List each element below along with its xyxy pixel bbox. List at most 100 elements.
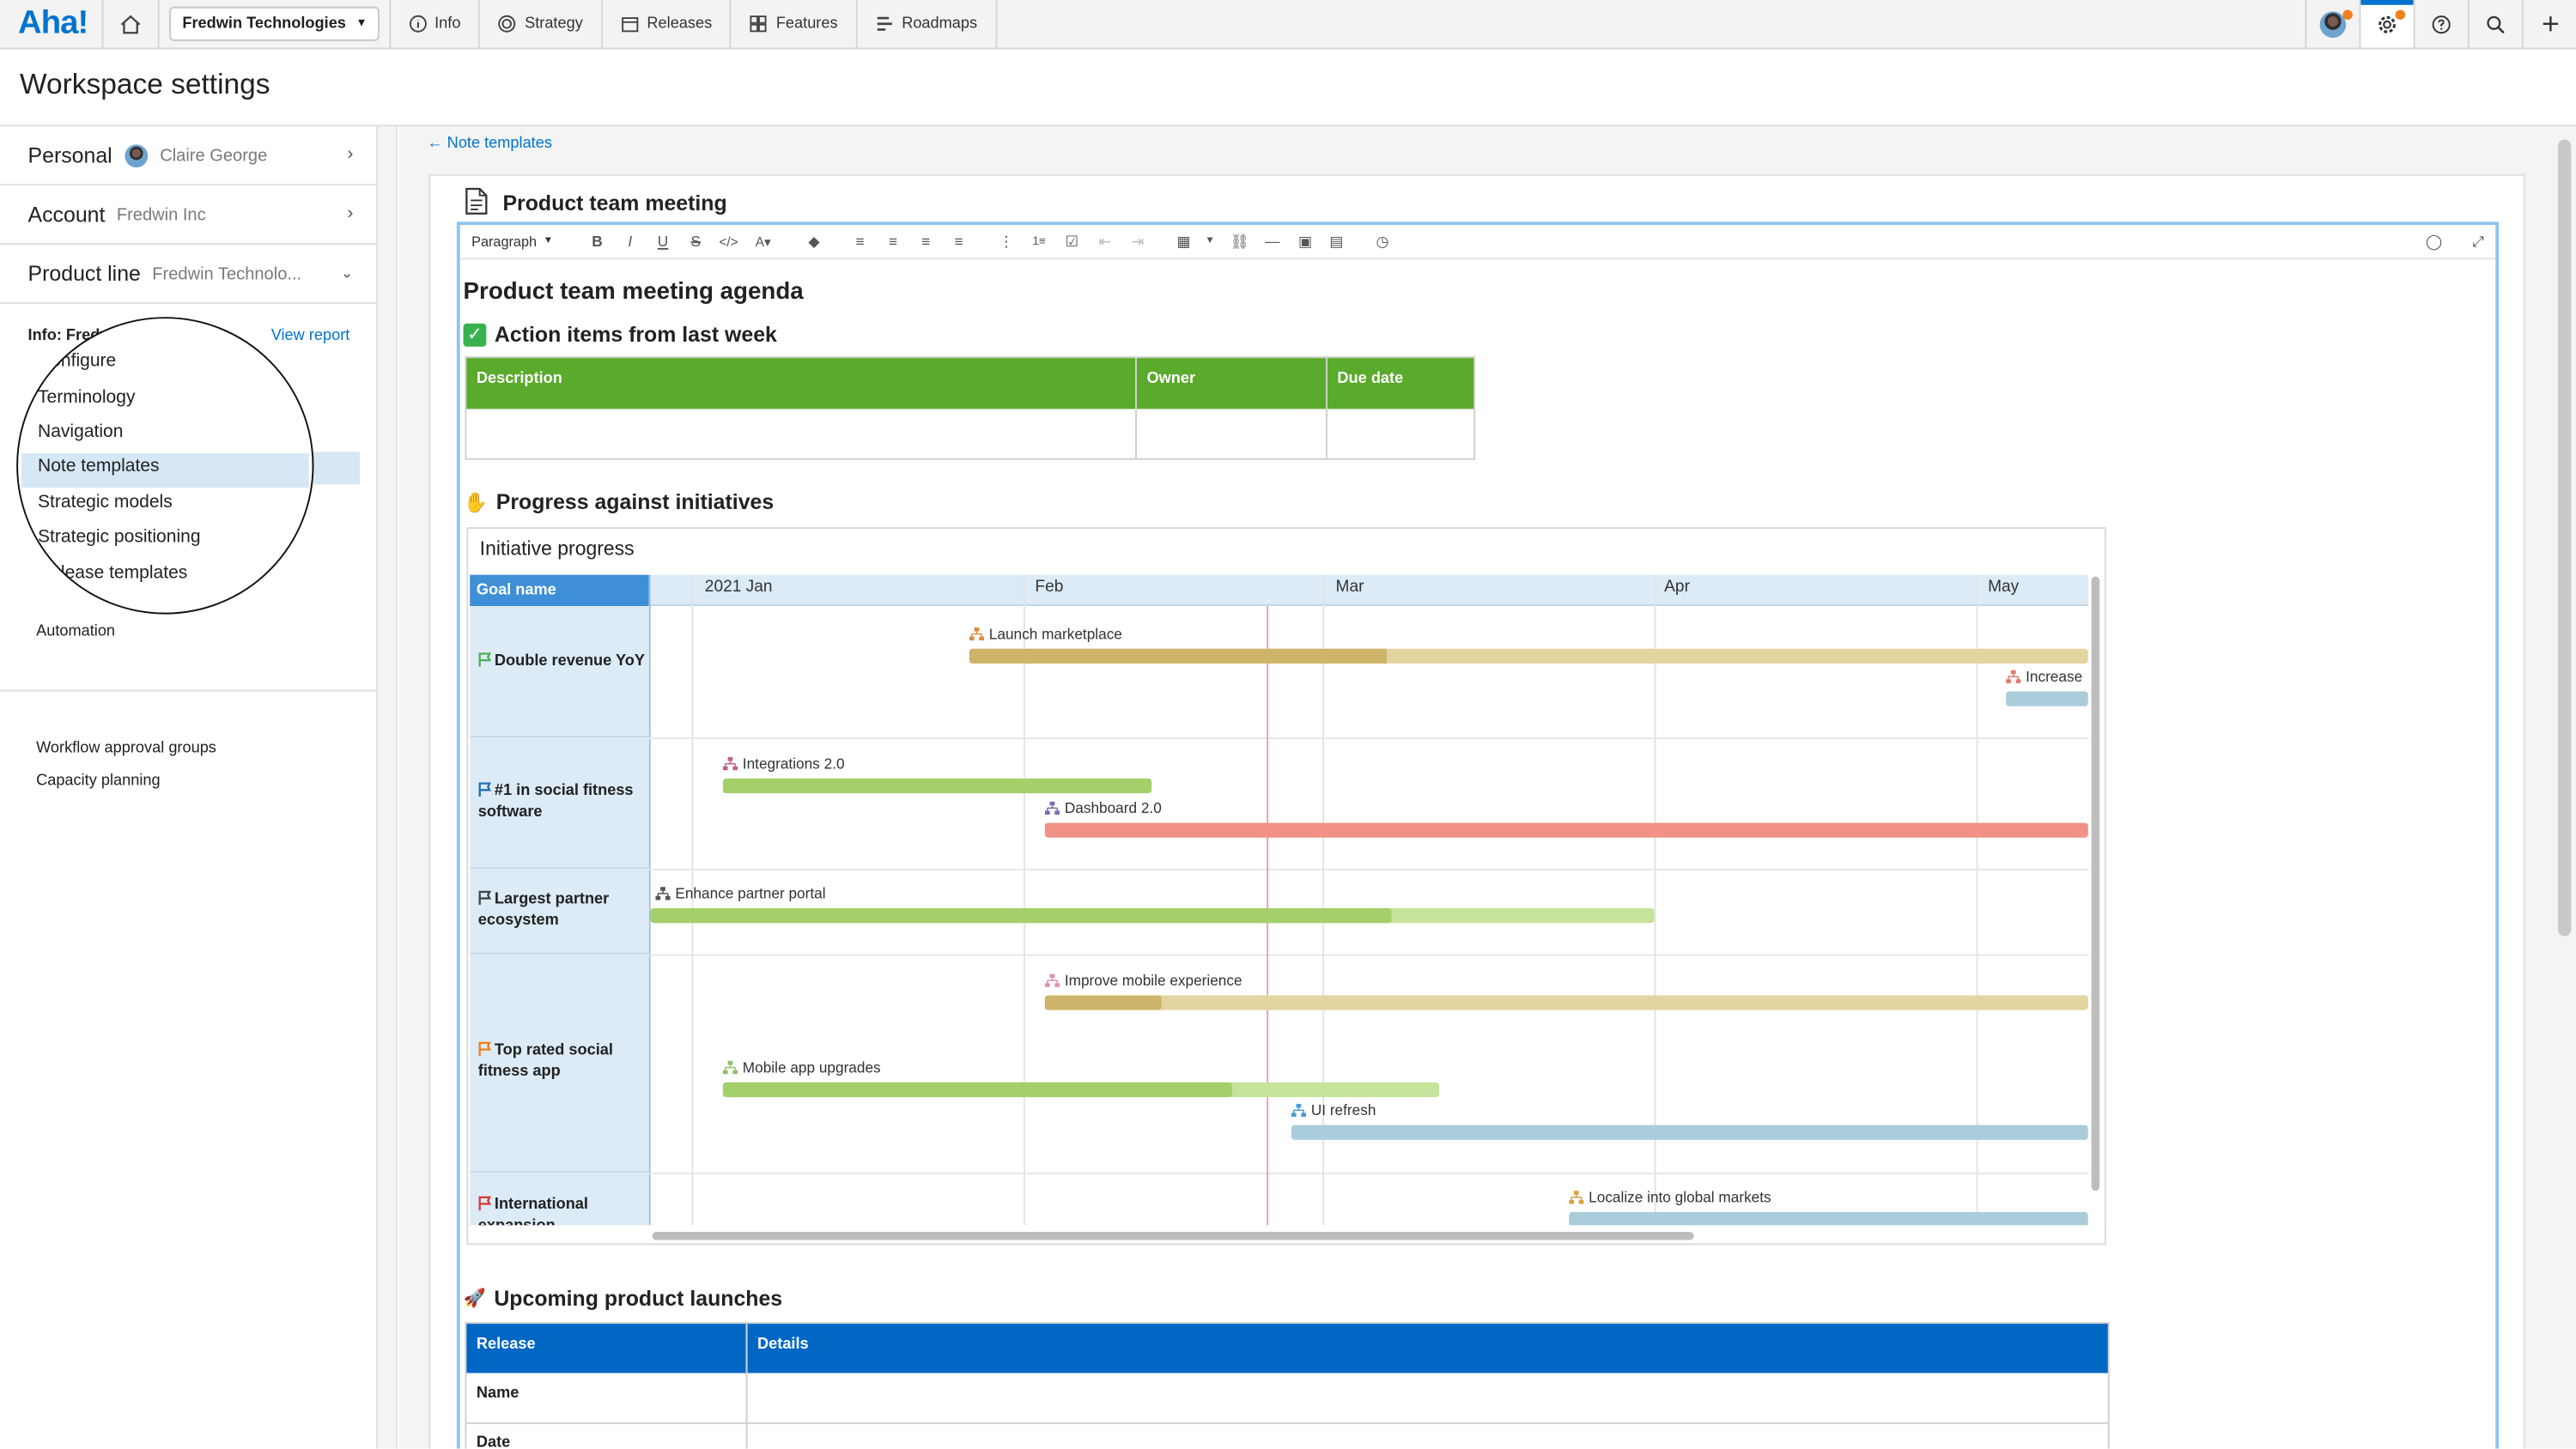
italic-icon[interactable]: I bbox=[628, 233, 633, 250]
add-button[interactable] bbox=[2521, 0, 2576, 48]
sidebar-item-note-templates[interactable]: Note templates bbox=[38, 456, 160, 476]
initiative-label: Improve mobile experience bbox=[1044, 973, 1242, 989]
horizontal-rule-icon[interactable]: — bbox=[1265, 233, 1280, 250]
link-icon[interactable]: ⛓ bbox=[1230, 233, 1249, 250]
history-icon[interactable]: ◷ bbox=[1376, 233, 1389, 250]
initiative-label-text: Mobile app upgrades bbox=[742, 1059, 881, 1076]
target-icon bbox=[499, 15, 516, 33]
flag-icon bbox=[478, 652, 492, 667]
initiative-progress bbox=[722, 1082, 1232, 1098]
nav-releases[interactable]: Releases bbox=[603, 0, 732, 48]
underline-icon[interactable]: U bbox=[657, 233, 669, 250]
initiative-bar[interactable] bbox=[1044, 995, 2088, 1010]
initiative-bar[interactable] bbox=[2006, 691, 2088, 706]
align-right-icon[interactable]: ≡ bbox=[921, 233, 931, 250]
initiative-bar[interactable] bbox=[1291, 1125, 2088, 1140]
magnifier-overlay: Configure Terminology Navigation Note te… bbox=[16, 317, 314, 615]
initiative-label-text: Dashboard 2.0 bbox=[1064, 799, 1162, 816]
code-icon[interactable]: </> bbox=[719, 234, 738, 250]
sidebar-personal[interactable]: Personal Claire George › bbox=[0, 126, 377, 186]
embed-icon[interactable]: ▤ bbox=[1329, 233, 1344, 250]
sidebar-account[interactable]: Account Fredwin Inc › bbox=[0, 185, 377, 246]
sidebar-item-strategic-models[interactable]: Strategic models bbox=[38, 492, 173, 512]
info-icon bbox=[409, 15, 426, 33]
row-divider bbox=[648, 1173, 2088, 1175]
sidebar-item-strategic-positioning[interactable]: Strategic positioning bbox=[38, 527, 201, 548]
user-avatar-button[interactable] bbox=[2305, 0, 2359, 48]
flag-icon bbox=[478, 782, 492, 797]
align-center-icon[interactable]: ≡ bbox=[888, 233, 897, 250]
goal-row-cell[interactable]: Top rated social fitness app bbox=[470, 954, 649, 1173]
sidebar-item-capacity-planning[interactable]: Capacity planning bbox=[36, 772, 161, 791]
roadmap-vertical-scrollbar[interactable] bbox=[2091, 576, 2100, 1191]
settings-button[interactable] bbox=[2359, 0, 2414, 48]
help-button[interactable] bbox=[2413, 0, 2468, 48]
paragraph-style-select[interactable]: Paragraph ▼ bbox=[471, 233, 553, 250]
sidebar-item-configure[interactable]: Configure bbox=[38, 351, 117, 372]
table-header-release: Release bbox=[466, 1324, 746, 1373]
text-color-icon[interactable]: A▾ bbox=[755, 234, 771, 250]
table-header-description: Description bbox=[466, 358, 1136, 409]
align-left-icon[interactable]: ≡ bbox=[855, 233, 865, 250]
sidebar-item-terminology[interactable]: Terminology bbox=[38, 387, 136, 408]
sidebar-item-workflow-approval-groups[interactable]: Workflow approval groups bbox=[36, 738, 216, 758]
roadmap-title: Initiative progress bbox=[479, 537, 635, 561]
hierarchy-icon bbox=[1291, 1103, 1307, 1118]
caret-down-icon[interactable]: ▼ bbox=[1205, 236, 1215, 246]
goal-row-cell[interactable]: #1 in social fitness software bbox=[470, 737, 649, 870]
initiative-label-text: Localize into global markets bbox=[1589, 1189, 1771, 1206]
eraser-icon[interactable]: ◆ bbox=[808, 233, 820, 250]
initiative-bar[interactable] bbox=[722, 778, 1152, 794]
goal-row-cell[interactable]: Double revenue YoY bbox=[470, 606, 649, 738]
breadcrumb[interactable]: ← Note templates bbox=[427, 135, 552, 153]
table-row-date: Date bbox=[476, 1434, 511, 1449]
image-icon[interactable]: ▣ bbox=[1297, 233, 1313, 250]
indent-icon[interactable]: ⇥ bbox=[1131, 233, 1145, 250]
bullet-list-icon[interactable]: ⋮ bbox=[999, 233, 1014, 250]
initiative-bar[interactable] bbox=[1569, 1212, 2088, 1228]
month-label: 2021 Jan bbox=[704, 578, 773, 597]
month-label: May bbox=[1988, 578, 2020, 597]
initiative-progress bbox=[1044, 995, 1162, 1010]
checklist-icon[interactable]: ☑ bbox=[1065, 233, 1079, 250]
aha-logo[interactable]: Aha! bbox=[0, 0, 104, 48]
goal-name: Top rated social fitness app bbox=[478, 1040, 649, 1082]
search-button[interactable] bbox=[2467, 0, 2522, 48]
nav-roadmaps-label: Roadmaps bbox=[902, 15, 978, 33]
expand-icon[interactable]: ⤢ bbox=[2472, 233, 2485, 250]
nav-roadmaps[interactable]: Roadmaps bbox=[858, 0, 998, 48]
initiative-bar[interactable] bbox=[1044, 822, 2088, 838]
roadmap-horizontal-scrollbar[interactable] bbox=[652, 1231, 1694, 1240]
align-justify-icon[interactable]: ≡ bbox=[954, 233, 963, 250]
comment-icon[interactable]: ◯ bbox=[2425, 233, 2443, 250]
workspace-select[interactable]: Fredwin Technologies ▼ bbox=[169, 6, 380, 41]
outdent-icon[interactable]: ⇤ bbox=[1098, 233, 1111, 250]
goal-column-divider bbox=[648, 574, 651, 1226]
strikethrough-icon[interactable]: S bbox=[690, 233, 702, 250]
sidebar-product-line[interactable]: Product line Fredwin Technolo... ⌄ bbox=[0, 245, 377, 304]
settings-notification-dot bbox=[2395, 9, 2406, 20]
goal-row-cell[interactable]: Largest partner ecosystem bbox=[470, 869, 649, 955]
view-report-link[interactable]: View report bbox=[270, 326, 350, 345]
sidebar-product-line-value: Fredwin Technolo... bbox=[152, 264, 302, 284]
numbered-list-icon[interactable]: 1≡ bbox=[1032, 236, 1046, 248]
hierarchy-icon bbox=[1044, 801, 1060, 815]
home-icon[interactable] bbox=[104, 0, 160, 48]
note-title[interactable]: Product team meeting bbox=[502, 190, 727, 215]
page-scrollbar[interactable] bbox=[2558, 139, 2572, 937]
nav-info[interactable]: Info bbox=[390, 0, 481, 48]
nav-strategy[interactable]: Strategy bbox=[480, 0, 603, 48]
bold-icon[interactable]: B bbox=[592, 233, 603, 250]
launches-table[interactable]: Release Details Name Date bbox=[465, 1322, 2110, 1449]
initiative-roadmap[interactable]: Initiative progress Goal name 2021 Jan F… bbox=[466, 527, 2106, 1246]
table-icon[interactable]: ▦ bbox=[1176, 233, 1191, 250]
sidebar-item-release-templates[interactable]: Release templates bbox=[38, 563, 188, 584]
sidebar-item-navigation[interactable]: Navigation bbox=[38, 421, 124, 442]
help-icon bbox=[2432, 15, 2451, 33]
initiative-label: Dashboard 2.0 bbox=[1044, 799, 1162, 816]
goal-name-text: #1 in social fitness software bbox=[477, 781, 634, 822]
sidebar-item-automation[interactable]: Automation bbox=[36, 622, 116, 641]
top-nav: Aha! Fredwin Technologies ▼ Info Strateg… bbox=[0, 0, 2576, 50]
nav-features[interactable]: Features bbox=[732, 0, 858, 48]
action-items-table[interactable]: Description Owner Due date bbox=[465, 356, 1476, 460]
